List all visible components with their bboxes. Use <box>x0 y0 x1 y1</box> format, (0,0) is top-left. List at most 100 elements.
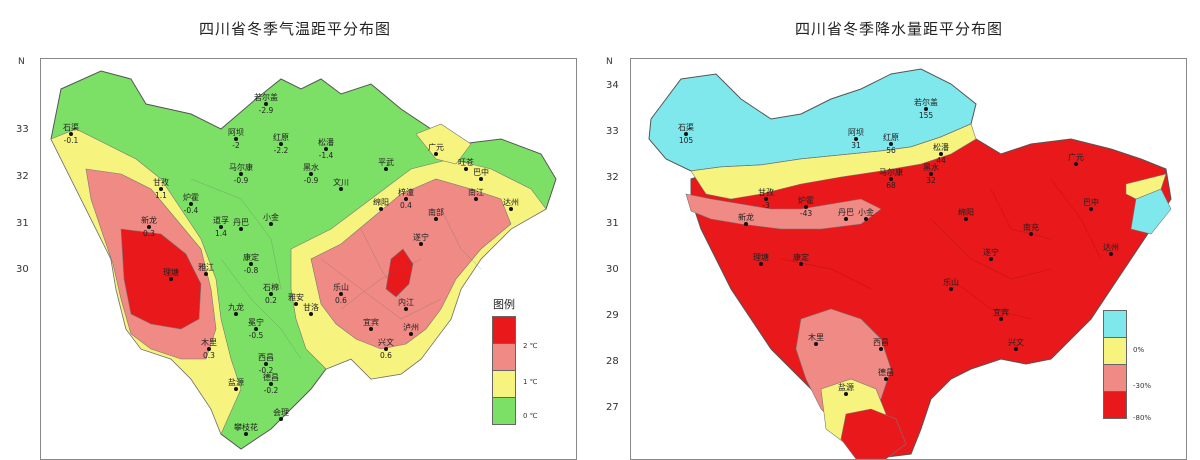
station-value: 0.3 <box>143 229 155 238</box>
station-name: 甘洛 <box>303 302 319 312</box>
station-name: 甘孜 <box>758 187 774 197</box>
legend-swatch-neutral <box>492 370 516 398</box>
station-marker <box>989 257 993 261</box>
station-marker <box>799 262 803 266</box>
legend-swatch-warm1 <box>492 343 516 371</box>
station-marker <box>474 197 478 201</box>
station-marker <box>879 347 883 351</box>
station-name: 广元 <box>1068 152 1084 162</box>
station-value: 31 <box>851 141 861 150</box>
lat-tick: 33 <box>606 126 619 137</box>
station-value: 0.3 <box>203 351 215 360</box>
legend-label: 0 ℃ <box>523 412 538 420</box>
station-marker <box>244 432 248 436</box>
station-name: 丹巴 <box>233 218 249 227</box>
legend-label: 0% <box>1133 346 1145 354</box>
station-marker <box>479 177 483 181</box>
station-marker <box>419 242 423 246</box>
legend-swatch-moderate <box>1103 364 1127 392</box>
station-name: 西昌 <box>873 338 889 347</box>
station-marker <box>219 225 223 229</box>
station-marker <box>309 172 313 176</box>
station-name: 南部 <box>428 207 444 217</box>
station-name: 九龙 <box>228 302 244 312</box>
station-marker <box>279 142 283 146</box>
station-name: 攀枝花 <box>234 422 258 432</box>
station-marker <box>964 217 968 221</box>
station-name: 雅安 <box>288 292 304 302</box>
station-value: 105 <box>679 136 694 145</box>
lat-tick: 29 <box>606 310 619 321</box>
station-name: 南江 <box>468 187 484 197</box>
station-value: 1.4 <box>215 229 227 238</box>
station-marker <box>234 137 238 141</box>
station-marker <box>239 227 243 231</box>
station-value: 68 <box>886 181 896 190</box>
station-name: 达州 <box>1103 242 1119 252</box>
station-marker <box>294 302 298 306</box>
legend-swatch-warm2 <box>492 316 516 344</box>
station-name: 平武 <box>378 157 394 167</box>
station-value: -2.9 <box>259 106 274 115</box>
station-value: -0.2 <box>259 366 274 375</box>
station-marker <box>884 377 888 381</box>
legend-label: 2 ℃ <box>523 342 538 350</box>
station-value: -0.9 <box>304 176 319 185</box>
lat-tick: 31 <box>16 218 29 229</box>
station-name: 石渠 <box>678 122 694 132</box>
station-marker <box>324 147 328 151</box>
station-marker <box>844 392 848 396</box>
station-value: 0.6 <box>380 351 392 360</box>
station-name: 旺苍 <box>458 157 474 167</box>
station-name: 石棉 <box>263 282 279 292</box>
station-marker <box>404 307 408 311</box>
station-value: 56 <box>886 146 896 155</box>
map-title: 四川省冬季气温距平分布图 <box>198 20 391 38</box>
station-marker <box>1109 252 1113 256</box>
station-marker <box>159 187 163 191</box>
map-frame: 若尔盖 -2.9 石渠 -0.1 阿坝 -2 红原 -2.2 松潘 -1.4 马尔康 -0.9 黑水 -0… <box>40 58 577 460</box>
station-marker <box>744 222 748 226</box>
map-title: 四川省冬季降水量距平分布图 <box>794 20 1003 38</box>
station-marker <box>254 327 258 331</box>
station-marker <box>249 262 253 266</box>
station-name: 广元 <box>428 142 444 152</box>
station-name: 泸州 <box>403 322 419 332</box>
station-name: 德昌 <box>263 372 279 382</box>
station-marker <box>854 137 858 141</box>
province-region-warm2 <box>120 228 202 330</box>
station-marker <box>339 292 343 296</box>
station-value: -2.2 <box>274 146 289 155</box>
station-marker <box>234 387 238 391</box>
station-value: -1.4 <box>319 151 334 160</box>
legend: 图例 <box>492 296 516 425</box>
station-name: 康定 <box>793 252 809 262</box>
station-marker <box>434 217 438 221</box>
station-value: -43 <box>800 209 812 218</box>
station-marker <box>924 107 928 111</box>
station-name: 马尔康 <box>879 167 903 177</box>
station-marker <box>1014 347 1018 351</box>
precipitation-anomaly-map: 四川省冬季降水量距平分布图 N 34 33 32 31 30 29 28 27 <box>598 0 1200 460</box>
station-marker <box>509 207 513 211</box>
legend-swatch-neutral <box>1103 337 1127 365</box>
station-name: 黑水 <box>303 162 319 172</box>
station-name: 雅江 <box>198 262 214 272</box>
lat-tick: 28 <box>606 356 619 367</box>
station-marker <box>264 362 268 366</box>
station-marker <box>889 142 893 146</box>
legend-label: -30% <box>1133 382 1152 390</box>
station-name: 会理 <box>273 407 289 417</box>
province-region-neutral <box>690 123 977 200</box>
station-name: 红原 <box>883 132 899 142</box>
legend <box>1103 310 1127 419</box>
station-marker <box>239 172 243 176</box>
station-marker <box>999 317 1003 321</box>
province-region-moderate <box>685 193 882 230</box>
station-marker <box>889 177 893 181</box>
station-name: 木里 <box>808 332 824 342</box>
station-name: 宜宾 <box>363 317 379 327</box>
station-name: 南充 <box>1023 222 1039 232</box>
station-name: 达州 <box>503 197 519 207</box>
station-name: 乐山 <box>333 282 349 292</box>
